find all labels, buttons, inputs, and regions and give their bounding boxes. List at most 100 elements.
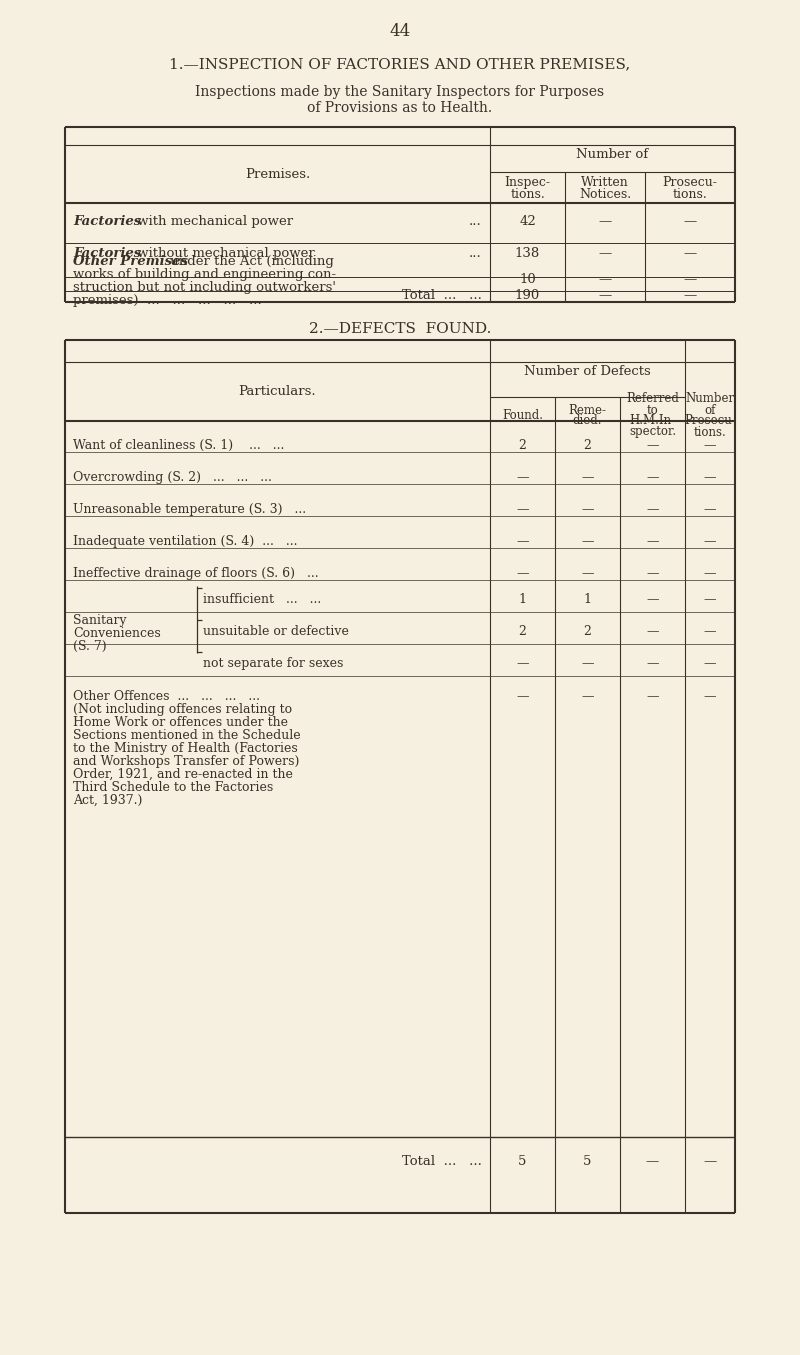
Text: Other Premises: Other Premises bbox=[73, 255, 188, 268]
Text: Number: Number bbox=[686, 393, 734, 405]
Text: Overcrowding (S. 2)   ...   ...   ...: Overcrowding (S. 2) ... ... ... bbox=[73, 472, 272, 484]
Text: —: — bbox=[516, 566, 529, 580]
Text: 5: 5 bbox=[583, 1154, 592, 1168]
Text: and Workshops Transfer of Powers): and Workshops Transfer of Powers) bbox=[73, 755, 299, 768]
Text: —: — bbox=[646, 1154, 659, 1168]
Text: Want of cleanliness (S. 1)    ...   ...: Want of cleanliness (S. 1) ... ... bbox=[73, 439, 284, 453]
Text: —: — bbox=[704, 657, 716, 669]
Text: —: — bbox=[582, 566, 594, 580]
Text: —: — bbox=[516, 657, 529, 669]
Text: —: — bbox=[646, 535, 658, 547]
Text: with mechanical power: with mechanical power bbox=[133, 215, 293, 228]
Text: tions.: tions. bbox=[673, 188, 707, 201]
Text: —: — bbox=[683, 247, 697, 260]
Text: —: — bbox=[683, 272, 697, 286]
Text: Found.: Found. bbox=[502, 409, 543, 421]
Text: —: — bbox=[598, 215, 612, 228]
Text: Number of Defects: Number of Defects bbox=[524, 364, 651, 378]
Text: —: — bbox=[704, 690, 716, 703]
Text: 2.—DEFECTS  FOUND.: 2.—DEFECTS FOUND. bbox=[309, 322, 491, 336]
Text: —: — bbox=[598, 247, 612, 260]
Text: —: — bbox=[598, 289, 612, 302]
Text: spector.: spector. bbox=[629, 425, 676, 439]
Text: Unreasonable temperature (S. 3)   ...: Unreasonable temperature (S. 3) ... bbox=[73, 503, 306, 516]
Text: Inadequate ventilation (S. 4)  ...   ...: Inadequate ventilation (S. 4) ... ... bbox=[73, 535, 298, 547]
Text: Particulars.: Particulars. bbox=[238, 385, 316, 398]
Text: under the Act (including: under the Act (including bbox=[166, 255, 334, 268]
Text: —: — bbox=[683, 289, 697, 302]
Text: Act, 1937.): Act, 1937.) bbox=[73, 794, 142, 808]
Text: —: — bbox=[646, 503, 658, 516]
Text: —: — bbox=[704, 535, 716, 547]
Text: 10: 10 bbox=[519, 272, 536, 286]
Text: —: — bbox=[598, 272, 612, 286]
Text: —: — bbox=[704, 593, 716, 606]
Text: 2: 2 bbox=[583, 625, 591, 638]
Text: tions.: tions. bbox=[694, 425, 726, 439]
Text: unsuitable or defective: unsuitable or defective bbox=[203, 625, 349, 638]
Text: 44: 44 bbox=[390, 23, 410, 41]
Text: —: — bbox=[683, 215, 697, 228]
Text: —: — bbox=[516, 472, 529, 484]
Text: 138: 138 bbox=[515, 247, 540, 260]
Text: —: — bbox=[646, 625, 658, 638]
Text: (S. 7): (S. 7) bbox=[73, 640, 106, 653]
Text: Factories: Factories bbox=[73, 247, 142, 260]
Text: Other Offences  ...   ...   ...   ...: Other Offences ... ... ... ... bbox=[73, 690, 260, 703]
Text: tions.: tions. bbox=[510, 188, 545, 201]
Text: Total  ...   ...: Total ... ... bbox=[402, 1154, 482, 1168]
Text: —: — bbox=[582, 657, 594, 669]
Text: —: — bbox=[704, 472, 716, 484]
Text: Home Work or offences under the: Home Work or offences under the bbox=[73, 715, 288, 729]
Text: Written: Written bbox=[581, 176, 629, 188]
Text: 2: 2 bbox=[518, 625, 526, 638]
Text: Inspec-: Inspec- bbox=[505, 176, 550, 188]
Text: —: — bbox=[646, 593, 658, 606]
Text: Ineffective drainage of floors (S. 6)   ...: Ineffective drainage of floors (S. 6) ..… bbox=[73, 566, 318, 580]
Text: Notices.: Notices. bbox=[579, 188, 631, 201]
Text: Order, 1921, and re-enacted in the: Order, 1921, and re-enacted in the bbox=[73, 768, 293, 780]
Text: of: of bbox=[704, 404, 716, 416]
Text: —: — bbox=[646, 472, 658, 484]
Text: without mechanical power: without mechanical power bbox=[133, 247, 314, 260]
Text: —: — bbox=[516, 503, 529, 516]
Text: Reme-: Reme- bbox=[569, 404, 606, 416]
Text: Sections mentioned in the Schedule: Sections mentioned in the Schedule bbox=[73, 729, 301, 743]
Text: 190: 190 bbox=[515, 289, 540, 302]
Text: Conveniences: Conveniences bbox=[73, 627, 161, 640]
Text: —: — bbox=[582, 690, 594, 703]
Text: —: — bbox=[516, 690, 529, 703]
Text: struction but not including outworkers': struction but not including outworkers' bbox=[73, 280, 336, 294]
Text: Sanitary: Sanitary bbox=[73, 614, 126, 627]
Text: premises)  ...   ...   ...   ...   ...: premises) ... ... ... ... ... bbox=[73, 294, 262, 308]
Text: insufficient   ...   ...: insufficient ... ... bbox=[203, 593, 322, 606]
Text: —: — bbox=[646, 439, 658, 453]
Text: —: — bbox=[582, 472, 594, 484]
Text: Premises.: Premises. bbox=[245, 168, 310, 180]
Text: works of building and engineering con-: works of building and engineering con- bbox=[73, 268, 336, 280]
Text: Prosecu-: Prosecu- bbox=[684, 415, 736, 427]
Text: —: — bbox=[704, 566, 716, 580]
Text: to: to bbox=[646, 404, 658, 416]
Text: Inspections made by the Sanitary Inspectors for Purposes: Inspections made by the Sanitary Inspect… bbox=[195, 85, 605, 99]
Text: to the Ministry of Health (Factories: to the Ministry of Health (Factories bbox=[73, 743, 298, 755]
Text: of Provisions as to Health.: of Provisions as to Health. bbox=[307, 102, 493, 115]
Text: 2: 2 bbox=[518, 439, 526, 453]
Text: —: — bbox=[704, 503, 716, 516]
Text: ...: ... bbox=[470, 247, 482, 260]
Text: 1: 1 bbox=[518, 593, 526, 606]
Text: (Not including offences relating to: (Not including offences relating to bbox=[73, 703, 292, 715]
Text: Prosecu-: Prosecu- bbox=[662, 176, 718, 188]
Text: 2: 2 bbox=[583, 439, 591, 453]
Text: Referred: Referred bbox=[626, 393, 679, 405]
Text: —: — bbox=[703, 1154, 717, 1168]
Text: —: — bbox=[516, 535, 529, 547]
Text: —: — bbox=[582, 535, 594, 547]
Text: —: — bbox=[704, 625, 716, 638]
Text: Factories: Factories bbox=[73, 215, 142, 228]
Text: died.: died. bbox=[573, 415, 602, 427]
Text: —: — bbox=[646, 690, 658, 703]
Text: H.M.In-: H.M.In- bbox=[630, 415, 675, 427]
Text: Total  ...   ...: Total ... ... bbox=[402, 289, 482, 302]
Text: —: — bbox=[704, 439, 716, 453]
